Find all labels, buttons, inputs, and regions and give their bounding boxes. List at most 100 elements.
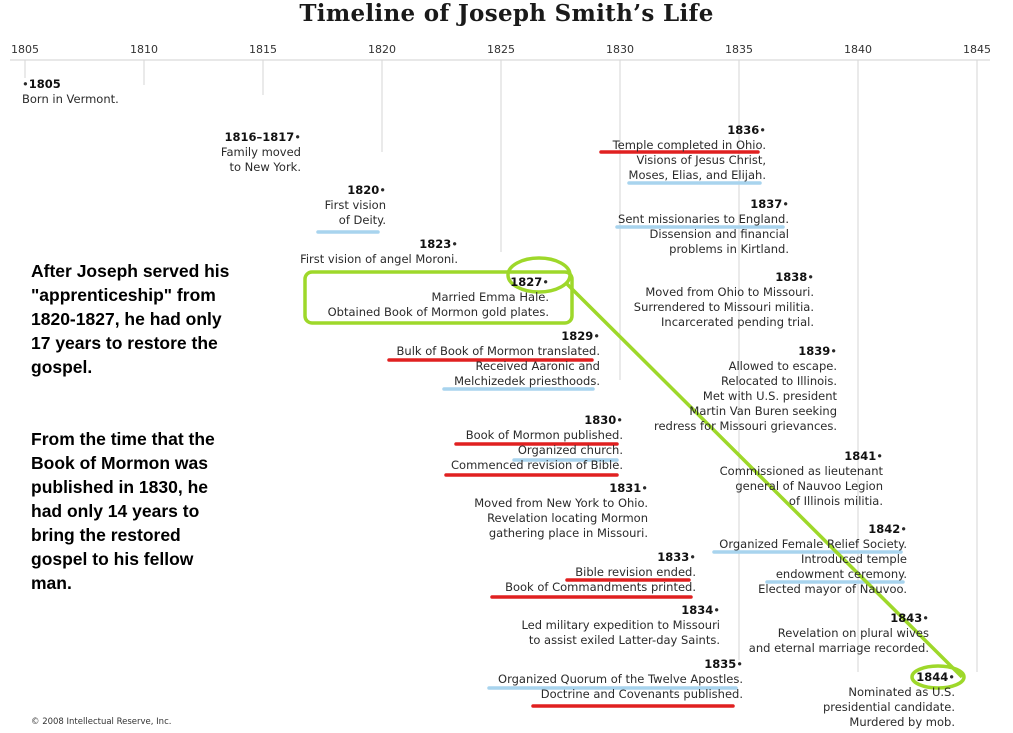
event-1841: 1841• Commissioned as lieutenant general… [720,449,883,509]
event-1842: 1842• Organized Female Relief Society. I… [719,522,907,597]
event-dot: • [641,481,648,495]
event-line: Family moved [220,145,301,159]
note-line: Book of Mormon was [31,453,208,473]
event-year: 1844 [916,670,949,684]
event-line: Martin Van Buren seeking [689,404,837,418]
highlight-circle-1844 [910,664,966,690]
event-year: 1842 [868,522,901,536]
event-1831: 1831• Moved from New York to Ohio. Revel… [474,481,648,541]
event-1838: 1838• Moved from Ohio to Missouri. Surre… [634,270,814,330]
event-line: redress for Missouri grievances. [654,419,837,433]
event-1839: 1839• Allowed to escape. Relocated to Il… [654,344,837,434]
event-line: Nominated as U.S. [848,685,955,699]
event-year: 1839 [798,344,831,358]
axis-year-label: 1845 [963,43,991,56]
axis-year-label: 1835 [725,43,753,56]
event-line: Incarcerated pending trial. [661,315,814,329]
event-1836: 1836• Temple completed in Ohio. Visions … [613,123,766,183]
event-dot: • [807,270,814,284]
event-1844: 1844• Nominated as U.S. presidential can… [823,670,955,730]
note-line: After Joseph served his [31,261,230,281]
event-year: 1837 [750,197,783,211]
event-line: Organized church. [517,443,623,457]
event-line: problems in Kirtland. [669,242,789,256]
event-line: Murdered by mob. [849,715,955,729]
event-year: 1834 [681,603,714,617]
event-line: Revelation locating Mormon [487,511,648,525]
highlight-connector [564,281,964,679]
axis-year-label: 1825 [487,43,515,56]
event-line: Revelation on plural wives [777,626,929,640]
event-year: 1827 [510,275,543,289]
event-line: of Deity. [338,213,386,227]
event-dot: • [616,413,623,427]
event-line: Dissension and financial [649,227,789,241]
event-year: 1841 [844,449,877,463]
event-line: Led military expedition to Missouri [521,618,720,632]
event-line: Received Aaronic and [475,359,600,373]
event-line: general of Nauvoo Legion [735,479,883,493]
event-dot: • [593,329,600,343]
axis-year-label: 1830 [606,43,634,56]
event-line: Doctrine and Covenants published. [540,687,743,701]
event-year: 1836 [727,123,760,137]
event-dot: • [922,611,929,625]
event-line: Book of Mormon published. [465,428,623,442]
event-dot: • [379,183,386,197]
event-line: Commissioned as lieutenant [719,464,883,478]
event-line: to assist exiled Latter-day Saints. [528,633,720,647]
event-line: First vision of angel Moroni. [300,252,458,266]
event-year: 1843 [890,611,923,625]
event-line: Moved from New York to Ohio. [474,496,648,510]
commentary-note-book-of-mormon: From the time that the Book of Mormon wa… [31,427,215,595]
event-1837: 1837• Sent missionaries to England. Diss… [618,197,789,257]
event-1816-1817: 1816–1817• Family moved to New York. [221,130,301,175]
event-1834: 1834• Led military expedition to Missour… [521,603,720,648]
event-line: Elected mayor of Nauvoo. [758,582,907,596]
event-year: 1820 [347,183,380,197]
axis-year-label: 1805 [11,43,39,56]
axis-year-label: 1810 [130,43,158,56]
event-dot: • [782,197,789,211]
commentary-note-apprenticeship: After Joseph served his "apprenticeship"… [31,259,229,379]
page-title: Timeline of Joseph Smith’s Life [299,0,714,27]
event-1829: 1829• Bulk of Book of Mormon translated.… [397,329,600,389]
note-line: published in 1830, he [31,477,208,497]
event-line: Allowed to escape. [728,359,837,373]
event-line: Moses, Elias, and Elijah. [628,168,766,182]
event-line: Bible revision ended. [575,565,696,579]
event-line: of Illinois militia. [788,494,883,508]
highlight-box-1827 [303,270,574,325]
event-dot: • [542,275,549,289]
event-dot: • [689,550,696,564]
note-line: man. [31,573,72,593]
event-1820: 1820• First vision of Deity. [325,183,386,228]
event-line: Born in Vermont. [22,92,119,106]
event-dot: • [900,522,907,536]
event-dot: • [713,603,720,617]
event-line: Obtained Book of Mormon gold plates. [327,305,549,319]
gridlines [24,60,978,672]
red-underlines [387,150,760,708]
event-line: Moved from Ohio to Missouri. [645,285,814,299]
event-year: 1830 [584,413,617,427]
event-line: Married Emma Hale. [431,290,549,304]
blue-underlines [316,181,905,690]
note-line: bring the restored [31,525,181,545]
green-highlights [303,256,966,690]
note-line: gospel to his fellow [31,549,194,569]
axis-year-label: 1840 [844,43,872,56]
event-line: Organized Female Relief Society. [719,537,907,551]
event-dot: • [759,123,766,137]
event-line: Melchizedek priesthoods. [454,374,600,388]
copyright-notice: © 2008 Intellectual Reserve, Inc. [31,717,172,727]
event-line: Organized Quorum of the Twelve Apostles. [498,672,743,686]
event-line: to New York. [229,160,301,174]
event-line: Relocated to Illinois. [720,374,837,388]
note-line: gospel. [31,357,93,377]
event-year: 1838 [775,270,808,284]
event-year: 1831 [609,481,642,495]
axis-year-label: 1815 [249,43,277,56]
event-dot: • [948,670,955,684]
